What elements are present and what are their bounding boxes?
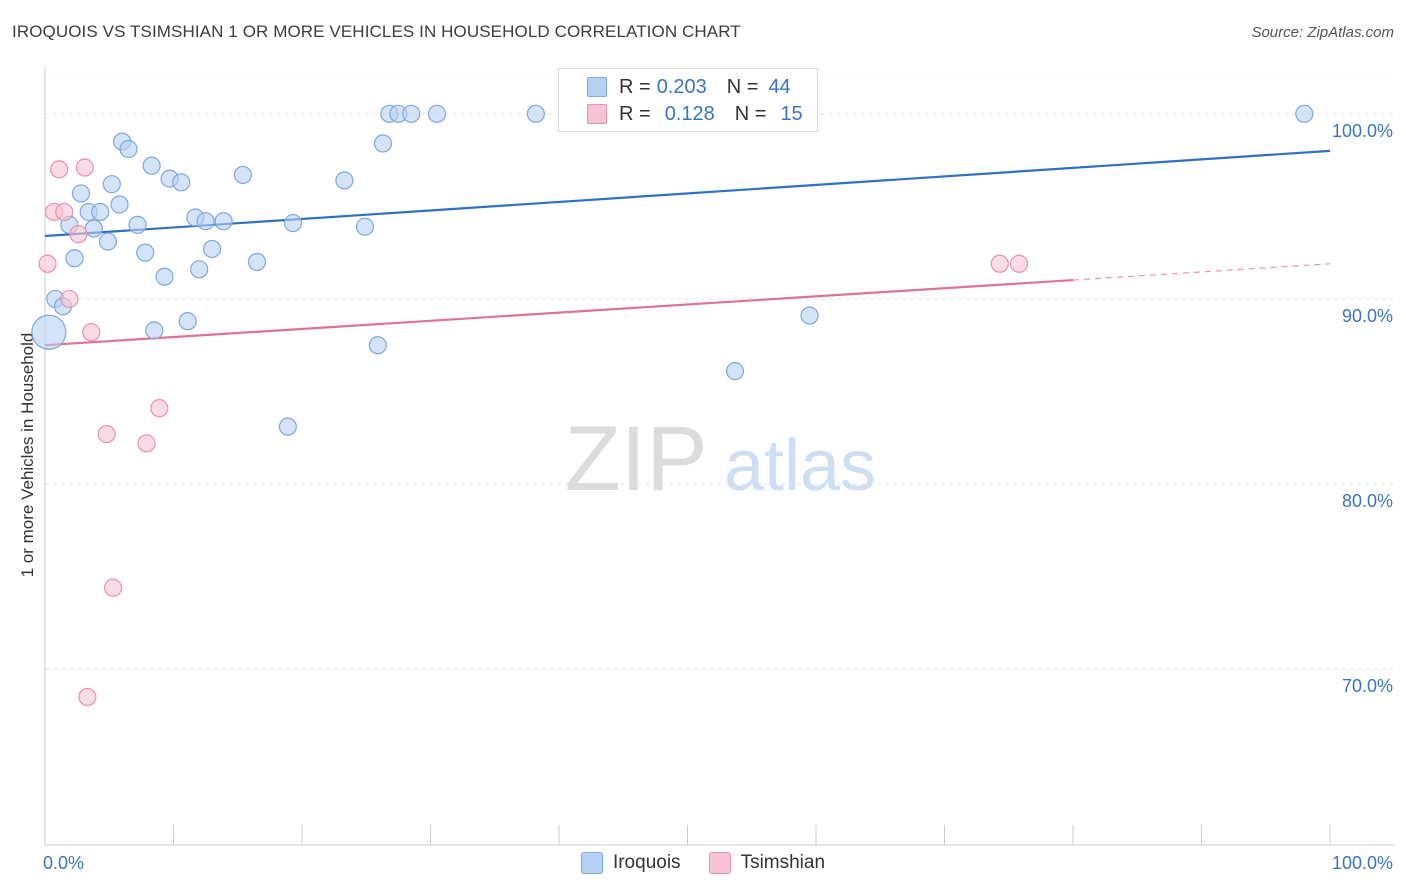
point-iroquois <box>172 173 191 192</box>
point-tsimshian <box>97 424 116 444</box>
point-tsimshian <box>50 160 69 179</box>
tick-labels: 100.0% 90.0% 80.0% 70.0% 0.0% 100.0% <box>43 121 1393 873</box>
stats-legend: R = 0.203 N = 44 R = 0.128 N = 15 <box>558 68 818 132</box>
n-label: N = <box>726 75 759 98</box>
n-value: 15 <box>780 102 803 125</box>
point-iroquois <box>283 213 303 233</box>
point-tsimshian <box>137 434 156 453</box>
point-iroquois <box>155 267 174 286</box>
point-tsimshian <box>69 225 88 244</box>
point-iroquois <box>278 417 297 436</box>
point-iroquois <box>178 312 197 331</box>
point-tsimshian <box>150 399 169 418</box>
y-tick-label: 90.0% <box>1342 306 1393 326</box>
point-iroquois <box>71 184 91 203</box>
point-iroquois <box>65 249 84 268</box>
point-iroquois <box>31 314 67 350</box>
trend-lines <box>44 149 1331 347</box>
point-tsimshian <box>1009 254 1029 273</box>
point-tsimshian <box>60 289 79 309</box>
series-legend: Iroquois Tsimshian <box>0 852 1406 874</box>
r-label: R = <box>619 102 651 125</box>
point-iroquois <box>355 217 375 236</box>
point-iroquois <box>142 156 161 175</box>
point-tsimshian <box>75 158 94 177</box>
stats-row-tsimshian: R = 0.128 N = 15 <box>559 101 803 127</box>
legend-label-iroquois: Iroquois <box>612 852 681 873</box>
watermark-zip: ZIP <box>564 408 707 510</box>
point-iroquois <box>526 104 545 123</box>
tsimshian-swatch <box>587 104 607 124</box>
point-iroquois <box>427 104 447 123</box>
point-iroquois <box>91 202 110 222</box>
tsimshian-swatch <box>708 852 731 874</box>
trend-line-dashed-tsimshian <box>1072 263 1331 281</box>
iroquois-swatch <box>587 77 607 97</box>
chart-title: IROQUOIS VS TSIMSHIAN 1 OR MORE VEHICLES… <box>12 22 741 41</box>
r-label: R = <box>619 75 651 98</box>
point-iroquois <box>202 239 222 259</box>
r-value: 0.203 <box>656 75 707 98</box>
y-tick-label: 80.0% <box>1342 491 1393 511</box>
point-iroquois <box>402 104 421 123</box>
point-tsimshian <box>38 254 57 273</box>
point-iroquois <box>800 306 819 325</box>
axes <box>44 67 1394 846</box>
trend-line-iroquois <box>44 149 1331 238</box>
point-iroquois <box>233 165 252 185</box>
point-tsimshian <box>82 323 101 342</box>
point-iroquois <box>368 336 387 355</box>
zipatlas-watermark: ZIP atlas <box>564 408 876 510</box>
point-iroquois <box>1295 104 1314 123</box>
y-tick-label: 70.0% <box>1342 676 1393 696</box>
point-iroquois <box>136 243 155 262</box>
point-tsimshian <box>55 202 74 222</box>
stats-row-iroquois: R = 0.203 N = 44 <box>559 74 791 100</box>
x-tick-label: 0.0% <box>43 853 84 873</box>
iroquois-swatch <box>580 852 603 874</box>
r-value: 0.128 <box>664 102 715 125</box>
gridlines <box>45 76 1394 670</box>
point-tsimshian <box>990 254 1009 273</box>
legend-item-tsimshian[interactable]: Tsimshian <box>708 852 826 874</box>
point-iroquois <box>373 134 393 153</box>
point-iroquois <box>102 175 121 194</box>
x-tick-label: 100.0% <box>1332 853 1393 873</box>
point-iroquois <box>84 219 103 238</box>
y-tick-label: 100.0% <box>1332 121 1393 141</box>
watermark-atlas: atlas <box>724 426 876 506</box>
point-iroquois <box>214 212 233 231</box>
legend-label-tsimshian: Tsimshian <box>740 852 826 873</box>
point-iroquois <box>110 195 129 214</box>
point-iroquois <box>119 139 138 159</box>
legend-item-iroquois[interactable]: Iroquois <box>580 852 681 874</box>
n-value: 44 <box>768 75 791 98</box>
point-iroquois <box>725 362 745 381</box>
point-iroquois <box>247 252 267 272</box>
point-tsimshian <box>78 687 97 707</box>
source-label: Source: ZipAtlas.com <box>1251 24 1394 41</box>
point-tsimshian <box>104 578 123 597</box>
n-label: N = <box>734 102 767 125</box>
data-points <box>31 104 1314 707</box>
point-iroquois <box>128 215 147 234</box>
point-iroquois <box>98 232 118 251</box>
point-iroquois <box>196 212 215 231</box>
point-iroquois <box>190 260 209 279</box>
point-iroquois <box>335 171 354 190</box>
trend-line-tsimshian <box>44 278 1074 347</box>
point-iroquois <box>145 321 164 340</box>
